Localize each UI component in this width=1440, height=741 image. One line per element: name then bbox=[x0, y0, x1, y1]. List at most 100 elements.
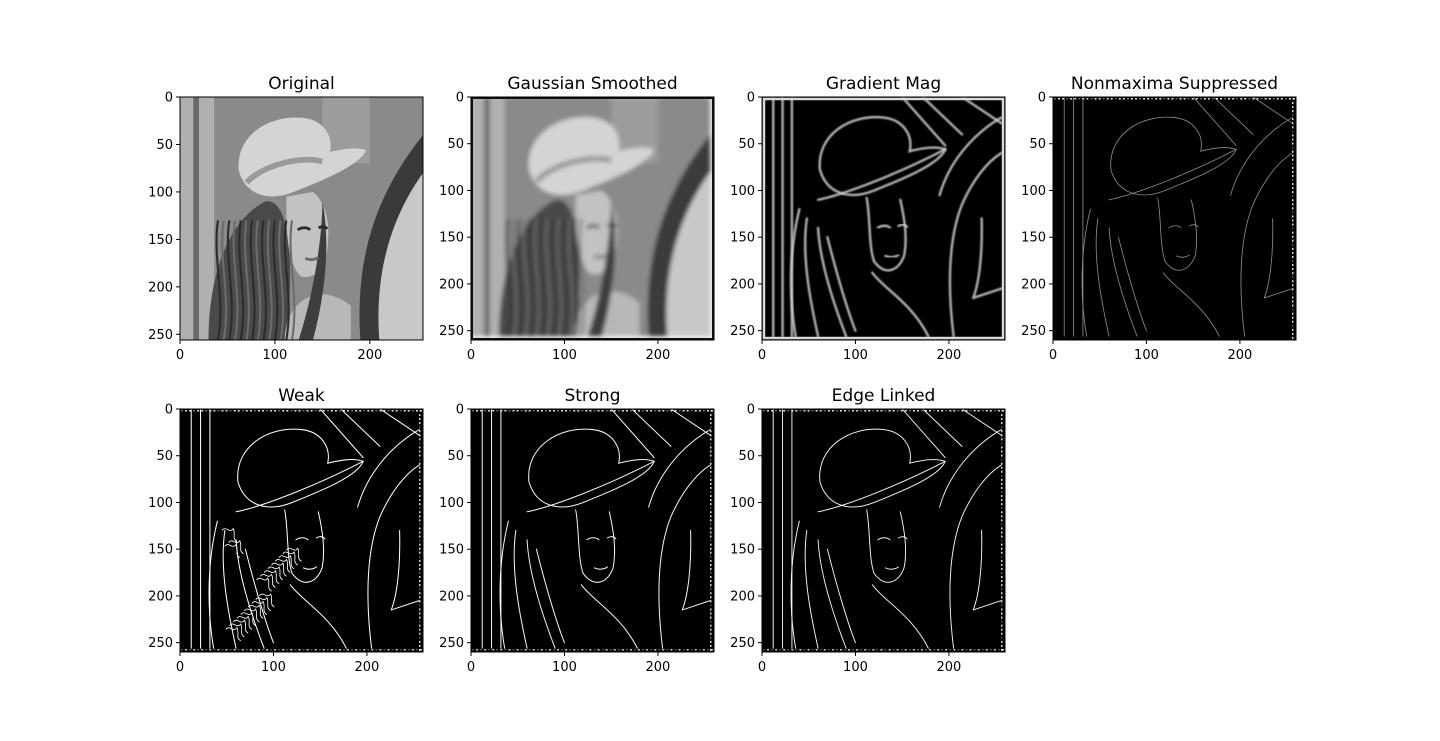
edge-frame-dot bbox=[548, 649, 551, 651]
edge-frame-dot bbox=[710, 515, 712, 518]
axes-frame bbox=[470, 96, 715, 341]
edge-frame-dot bbox=[419, 600, 421, 603]
y-tick-label: 100 bbox=[148, 496, 173, 511]
edge-frame-dot bbox=[419, 604, 421, 607]
edge-texture bbox=[271, 562, 287, 577]
edge-frame-dot bbox=[1001, 628, 1003, 631]
edge-frame-dot bbox=[961, 410, 964, 412]
edge-frame-dot bbox=[1001, 580, 1003, 583]
edge-frame-dot bbox=[1292, 146, 1294, 149]
edge-eyes bbox=[877, 536, 908, 541]
edge-frame-dot bbox=[767, 649, 770, 651]
edge-frame-dot bbox=[241, 649, 244, 651]
edge-frame-dot bbox=[532, 410, 535, 412]
edge-frame-dot bbox=[1001, 491, 1003, 493]
edge-frame-dot bbox=[548, 410, 551, 412]
edge-frame-dot bbox=[569, 410, 572, 412]
edge-brim bbox=[1108, 148, 1237, 201]
edge-frame-dot bbox=[710, 486, 712, 489]
edge-frame-dot bbox=[290, 649, 293, 651]
edge-frame-dot bbox=[662, 649, 665, 651]
edge-frame-dot bbox=[710, 527, 712, 530]
edge-frame-dot bbox=[621, 649, 624, 651]
edge-frame-dot bbox=[1001, 612, 1003, 615]
edge-frame-dot bbox=[791, 410, 794, 412]
edge-mirror bbox=[648, 429, 711, 649]
edge-frame-dot bbox=[710, 507, 712, 510]
edge-frame-dot bbox=[638, 649, 641, 651]
y-tick-label: 0 bbox=[747, 91, 755, 106]
edge-frame-dot bbox=[710, 474, 712, 477]
edge-frame-dot bbox=[710, 418, 712, 421]
edge-frame-dot bbox=[1001, 563, 1003, 566]
edge-poles bbox=[481, 409, 502, 649]
edge-frame-dot bbox=[710, 555, 712, 558]
edge-frame-dot bbox=[399, 649, 402, 651]
edge-frame-dot bbox=[1292, 235, 1294, 238]
edge-frame-dot bbox=[318, 410, 321, 412]
edge-frame-dot bbox=[682, 649, 685, 651]
edge-frame-dot bbox=[892, 410, 895, 412]
edge-frame-dot bbox=[415, 649, 418, 651]
edge-frame-dot bbox=[245, 410, 248, 412]
image-area bbox=[471, 409, 714, 652]
edge-frame-dot bbox=[634, 649, 636, 651]
edge-frame-dot bbox=[1001, 649, 1004, 651]
image-area bbox=[762, 97, 1005, 340]
edge-frame-dot bbox=[1171, 98, 1174, 100]
edge-frame-dot bbox=[355, 410, 358, 412]
y-tick-label: 100 bbox=[439, 184, 464, 199]
edge-frame-dot bbox=[670, 649, 673, 651]
edge-frame-dot bbox=[1292, 126, 1294, 129]
panel-title: Edge Linked bbox=[832, 386, 936, 406]
image-bg bbox=[762, 97, 1005, 340]
edge-frame-dot bbox=[1001, 588, 1003, 591]
edge-frame-dot bbox=[787, 410, 790, 412]
edge-frame-dot bbox=[1292, 110, 1294, 113]
photo-eyes bbox=[296, 225, 329, 232]
edge-frame-dot bbox=[823, 649, 826, 651]
photo-hair-strand bbox=[232, 220, 239, 340]
edge-frame-dot bbox=[654, 649, 657, 651]
edge-frame-dot bbox=[266, 649, 269, 651]
edge-frame-dot bbox=[565, 410, 568, 412]
edge-frame-dot bbox=[419, 616, 421, 619]
edge-frame-dot bbox=[185, 649, 188, 651]
edge-frame-dot bbox=[1001, 531, 1003, 534]
edge-shoulder bbox=[289, 584, 347, 649]
edge-frame-dot bbox=[920, 410, 923, 412]
edge-frame-dot bbox=[1292, 98, 1295, 100]
edge-frame-dot bbox=[266, 410, 269, 412]
edge-frame-dot bbox=[371, 649, 374, 651]
edge-frame-dot bbox=[1001, 527, 1003, 530]
edge-hat bbox=[818, 115, 947, 197]
y-tick-label: 0 bbox=[1038, 91, 1046, 106]
edge-frame-dot bbox=[823, 410, 826, 412]
edge-frame-dot bbox=[710, 563, 712, 566]
photo-hair-strand bbox=[539, 218, 546, 337]
edge-frame-dot bbox=[621, 410, 624, 412]
edge-window bbox=[972, 217, 1003, 300]
edge-frame-dot bbox=[941, 649, 944, 651]
edge-frame-dot bbox=[294, 649, 297, 651]
y-tick-label: 150 bbox=[1021, 231, 1046, 246]
edge-frame-dot bbox=[710, 567, 712, 570]
edge-frame-dot bbox=[379, 649, 382, 651]
edge-frame-dot bbox=[868, 410, 871, 412]
edge-frame-dot bbox=[544, 649, 547, 651]
edge-frame-dot bbox=[419, 434, 421, 437]
y-tick-label: 150 bbox=[148, 543, 173, 558]
edge-frame-dot bbox=[710, 636, 712, 639]
edge-frame-dot bbox=[419, 410, 421, 412]
edge-frame-dot bbox=[419, 482, 421, 485]
edge-frame-dot bbox=[710, 458, 712, 461]
edge-frame-dot bbox=[710, 446, 712, 449]
edge-frame-dot bbox=[1292, 223, 1294, 226]
edge-frame-dot bbox=[710, 580, 712, 583]
edge-frame-dot bbox=[391, 649, 394, 651]
edge-frame-dot bbox=[561, 410, 564, 412]
edge-frame-dot bbox=[674, 649, 677, 651]
panel-title: Gaussian Smoothed bbox=[507, 74, 677, 94]
edge-mouth bbox=[593, 566, 608, 570]
